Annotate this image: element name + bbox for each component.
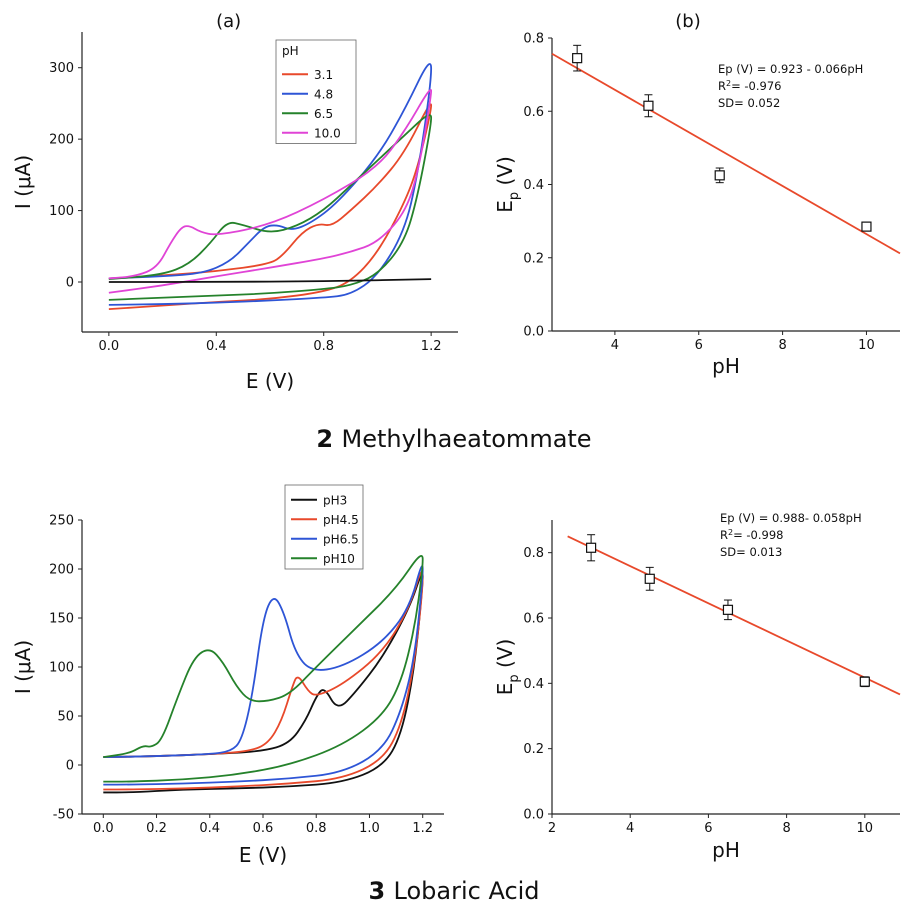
legend-label: 10.0 <box>314 126 341 140</box>
legend-label: pH3 <box>323 493 347 507</box>
y-tick-label: 0.2 <box>523 251 544 266</box>
data-point <box>572 53 583 64</box>
panel-label: (b) <box>675 11 700 32</box>
compound-caption: 3 Lobaric Acid <box>368 877 539 905</box>
series-line-pH10 <box>103 555 424 783</box>
legend-label: 6.5 <box>314 107 333 121</box>
x-tick-label: 0.2 <box>146 821 167 836</box>
data-point <box>644 573 655 584</box>
data-point <box>722 604 734 615</box>
compound-name: Lobaric Acid <box>394 877 540 905</box>
x-tick-label: 1.2 <box>412 821 433 836</box>
y-tick-label: 100 <box>49 204 74 219</box>
y-tick-label: 0 <box>66 759 74 774</box>
x-axis-label: pH <box>712 354 740 378</box>
y-tick-label: 0.4 <box>523 178 544 193</box>
compound-number: 2 <box>316 425 341 453</box>
data-point <box>643 100 654 111</box>
x-tick-label: 10 <box>858 338 875 353</box>
legend-label: pH6.5 <box>323 532 359 546</box>
y-tick-label: 0.2 <box>523 742 544 757</box>
y-axis-label: I (μA) <box>11 155 35 209</box>
y-tick-label: 0.8 <box>523 546 544 561</box>
y-tick-label: 0.6 <box>523 105 544 120</box>
series-line-pH6.5 <box>103 565 424 786</box>
series-line-pH3 <box>103 573 424 794</box>
x-tick-label: 1.0 <box>359 821 380 836</box>
x-axis-label: E (V) <box>239 843 287 867</box>
data-point <box>714 170 725 181</box>
y-axis-label: Ep (V) <box>493 156 522 213</box>
annotation-text: Ep (V) = 0.923 - 0.066pH <box>718 62 863 76</box>
legend-label: pH10 <box>323 552 355 566</box>
fit-line <box>551 52 901 255</box>
compound-number: 3 <box>368 877 393 905</box>
x-tick-label: 0.0 <box>99 339 120 354</box>
x-tick-label: 0.6 <box>253 821 274 836</box>
annotation-text: R2= -0.998 <box>720 528 783 542</box>
x-tick-label: 0.0 <box>93 821 114 836</box>
x-tick-label: 4 <box>626 821 634 836</box>
compound-name: Methylhaeatommate <box>341 425 591 453</box>
series-line-6.5 <box>108 114 433 301</box>
legend-title: pH <box>282 44 299 58</box>
y-tick-label: 0.0 <box>523 808 544 823</box>
annotation-text: SD= 0.052 <box>718 96 780 110</box>
y-tick-label: 150 <box>49 612 74 627</box>
chart-fit3: 2 4 6 8 10 0.0 0.2 0.4 0.6 0.8 pH Ep (V) Ep (V) = 0.… <box>493 511 901 862</box>
y-tick-label: 50 <box>57 710 74 725</box>
legend-label: pH4.5 <box>323 513 359 527</box>
y-tick-label: 0.4 <box>523 677 544 692</box>
x-tick-label: 4 <box>611 338 619 353</box>
x-tick-label: 6 <box>704 821 712 836</box>
series-line-4.8 <box>108 63 433 306</box>
annotation-text: Ep (V) = 0.988- 0.058pH <box>720 511 862 525</box>
data-point <box>859 676 870 687</box>
x-axis-label: E (V) <box>246 369 294 393</box>
y-tick-label: 200 <box>49 133 74 148</box>
y-tick-label: 0 <box>66 276 74 291</box>
legend-box <box>275 39 357 144</box>
panel-label: (a) <box>216 11 241 32</box>
legend-label: 3.1 <box>314 68 333 82</box>
legend-label: 4.8 <box>314 87 333 101</box>
fit-line <box>567 535 901 696</box>
y-tick-label: -50 <box>53 808 74 823</box>
y-tick-label: 250 <box>49 514 74 529</box>
y-tick-label: 0.0 <box>523 325 544 340</box>
annotation-text: R2= -0.976 <box>718 79 781 93</box>
series-line-pH4.5 <box>103 571 424 791</box>
y-tick-label: 0.6 <box>523 612 544 627</box>
series-line-10.0 <box>108 89 433 294</box>
x-tick-label: 2 <box>548 821 556 836</box>
x-tick-label: 0.4 <box>206 339 227 354</box>
y-axis-label: I (μA) <box>11 640 35 694</box>
x-tick-label: 8 <box>778 338 786 353</box>
y-tick-label: 300 <box>49 61 74 76</box>
chart-cv2: 0.0 0.4 0.8 1.2 0 100 200 300 E (V) I (μA) (a) pH 3.… <box>11 11 458 393</box>
chart-fit2: 4 6 8 10 0.0 0.2 0.4 0.6 0.8 pH Ep (V) (b) Ep (V) = … <box>493 11 901 378</box>
y-tick-label: 0.8 <box>523 32 544 47</box>
x-tick-label: 10 <box>857 821 874 836</box>
x-tick-label: 0.8 <box>306 821 327 836</box>
y-tick-label: 200 <box>49 563 74 578</box>
x-tick-label: 0.4 <box>199 821 220 836</box>
series-line-3.1 <box>108 103 433 311</box>
compound-caption: 2 Methylhaeatommate <box>316 425 591 453</box>
chart-cv3: 0.0 0.2 0.4 0.6 0.8 1.0 1.2 -50 0 50 100 150 200 250 E… <box>11 484 444 867</box>
x-tick-label: 6 <box>695 338 703 353</box>
annotation-text: SD= 0.013 <box>720 545 782 559</box>
data-point <box>586 542 597 553</box>
x-tick-label: 8 <box>782 821 790 836</box>
y-tick-label: 100 <box>49 661 74 676</box>
data-point <box>861 221 872 232</box>
y-axis-label: Ep (V) <box>493 639 522 696</box>
x-tick-label: 0.8 <box>313 339 334 354</box>
series-line-blank <box>108 278 432 283</box>
x-tick-label: 1.2 <box>421 339 442 354</box>
x-axis-label: pH <box>712 838 740 862</box>
